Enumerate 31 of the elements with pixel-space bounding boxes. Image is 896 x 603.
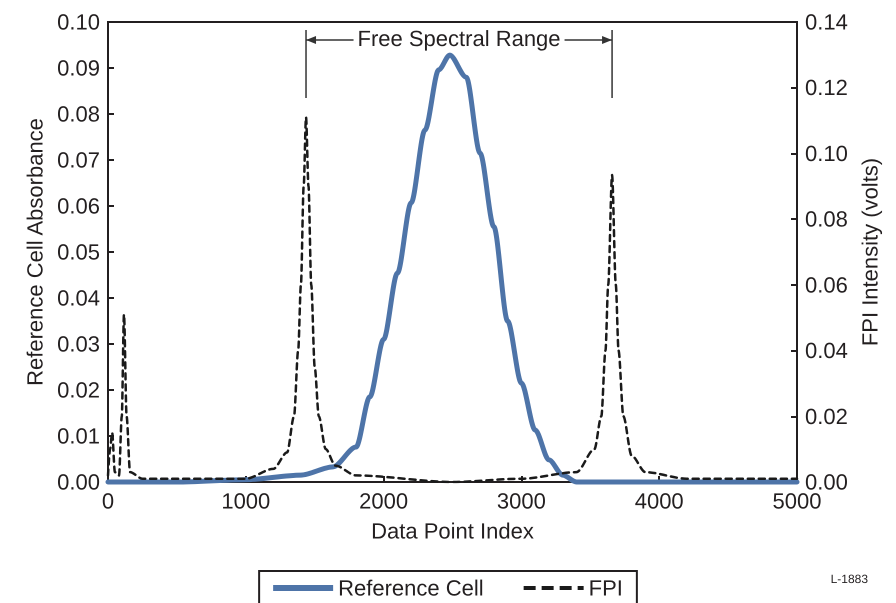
y-tick-label: 0.00 [57, 470, 100, 494]
legend-label: Reference Cell [338, 576, 484, 600]
y-tick-label: 0.04 [57, 286, 100, 310]
legend-label: FPI [588, 576, 623, 600]
line-series [106, 116, 798, 484]
y2-tick-label: 0.04 [805, 338, 848, 364]
x-axis-title: Data Point Index [371, 518, 534, 544]
y2-tick-label: 0.06 [805, 272, 848, 298]
y2-tick-label: 0.02 [805, 404, 848, 429]
y2-axis-title: FPI Intensity (volts) [858, 158, 882, 346]
x-tick-label: 0 [102, 488, 114, 514]
y2-tick-label: 0.10 [805, 140, 848, 166]
y-tick-label: 0.03 [57, 332, 100, 356]
y2-tick-label: 0.08 [805, 206, 848, 232]
y-tick-label: 0.02 [57, 378, 100, 402]
y-tick-label: 0.01 [57, 424, 100, 448]
y-tick-label: 0.05 [57, 240, 100, 264]
x-tick-label: 4000 [634, 488, 684, 514]
y-tick-label: 0.07 [57, 148, 100, 172]
text: L-1883 [830, 572, 868, 586]
annotation: Free Spectral Range [358, 26, 561, 52]
x-tick-label: 2000 [359, 488, 408, 514]
x-tick-label: 1000 [221, 488, 270, 514]
x-tick-label: 3000 [496, 488, 546, 514]
y-tick-label: 0.10 [57, 10, 100, 34]
y2-tick-label: 0.14 [805, 10, 848, 34]
y-tick-label: 0.08 [57, 102, 100, 126]
y-tick-label: 0.09 [57, 56, 100, 80]
y2-tick-label: 0.12 [805, 75, 848, 100]
y-axis-title: Reference Cell Absorbance [22, 118, 48, 386]
y-tick-label: 0.06 [57, 194, 100, 218]
